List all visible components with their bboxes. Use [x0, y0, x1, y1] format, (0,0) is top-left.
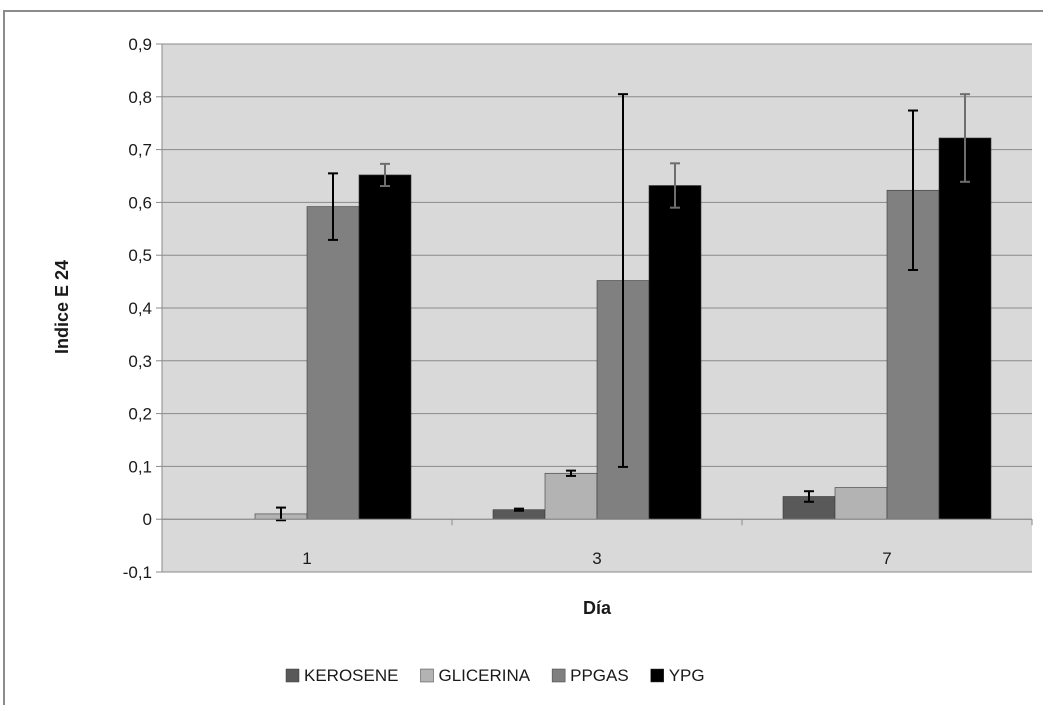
legend-swatch — [420, 668, 434, 683]
legend-swatch — [551, 668, 566, 683]
axes — [156, 43, 1033, 573]
legend-item: YPG — [650, 666, 705, 685]
y-tick-label: 0,5 — [128, 246, 152, 265]
bar-ypg — [648, 185, 702, 520]
legend-item: KEROSENE — [285, 666, 398, 685]
y-tick-label: 0,7 — [128, 141, 152, 160]
y-tick-label: 0 — [143, 510, 152, 529]
bars — [254, 137, 992, 520]
error-bar — [618, 93, 628, 468]
legend-swatch — [650, 668, 664, 683]
error-bar — [380, 162, 390, 188]
error-bar — [908, 109, 918, 271]
error-bar — [328, 172, 338, 241]
x-tick-labels: 1 3 7 — [302, 549, 891, 568]
legend-swatch — [285, 668, 300, 683]
y-axis-title: Indice E 24 — [52, 260, 72, 354]
error-bar — [960, 93, 970, 183]
legend-label: GLICERINA — [438, 666, 530, 685]
y-tick-label: 0,1 — [128, 457, 152, 476]
y-tick-labels: -0,1 0 0,1 0,2 0,3 0,4 0,5 0,6 0,7 0,8 0,9 — [123, 35, 152, 582]
y-tick-label: 0,2 — [128, 405, 152, 424]
chart-frame — [3, 10, 1043, 705]
legend-label: YPG — [669, 666, 705, 685]
error-bar — [670, 162, 680, 209]
bar-ppgas — [306, 206, 360, 520]
x-tick-label: 3 — [592, 549, 601, 568]
y-tick-label: 0,4 — [128, 299, 152, 318]
error-bars — [276, 93, 970, 522]
y-tick-label: -0,1 — [123, 563, 152, 582]
y-tick-label: 0,9 — [128, 35, 152, 54]
y-tick-label: 0,6 — [128, 193, 152, 212]
bar-glicerina — [544, 472, 598, 520]
bar-glicerina — [834, 487, 888, 520]
bar-ypg — [938, 137, 992, 520]
error-bar — [276, 506, 286, 522]
bar-ypg — [358, 174, 412, 520]
y-tick-label: 0,8 — [128, 88, 152, 107]
error-bar — [566, 469, 576, 477]
error-bar — [804, 490, 814, 503]
y-tick-label: 0,3 — [128, 352, 152, 371]
legend-item: GLICERINA — [420, 666, 531, 685]
x-tick-label: 7 — [882, 549, 891, 568]
x-axis-title: Día — [583, 598, 612, 618]
legend-label: KEROSENE — [304, 666, 398, 685]
legend: KEROSENE GLICERINA PPGAS YPG — [285, 666, 705, 685]
legend-item: PPGAS — [551, 666, 629, 685]
legend-label: PPGAS — [570, 666, 629, 685]
error-bar — [514, 507, 524, 512]
x-tick-label: 1 — [302, 549, 311, 568]
